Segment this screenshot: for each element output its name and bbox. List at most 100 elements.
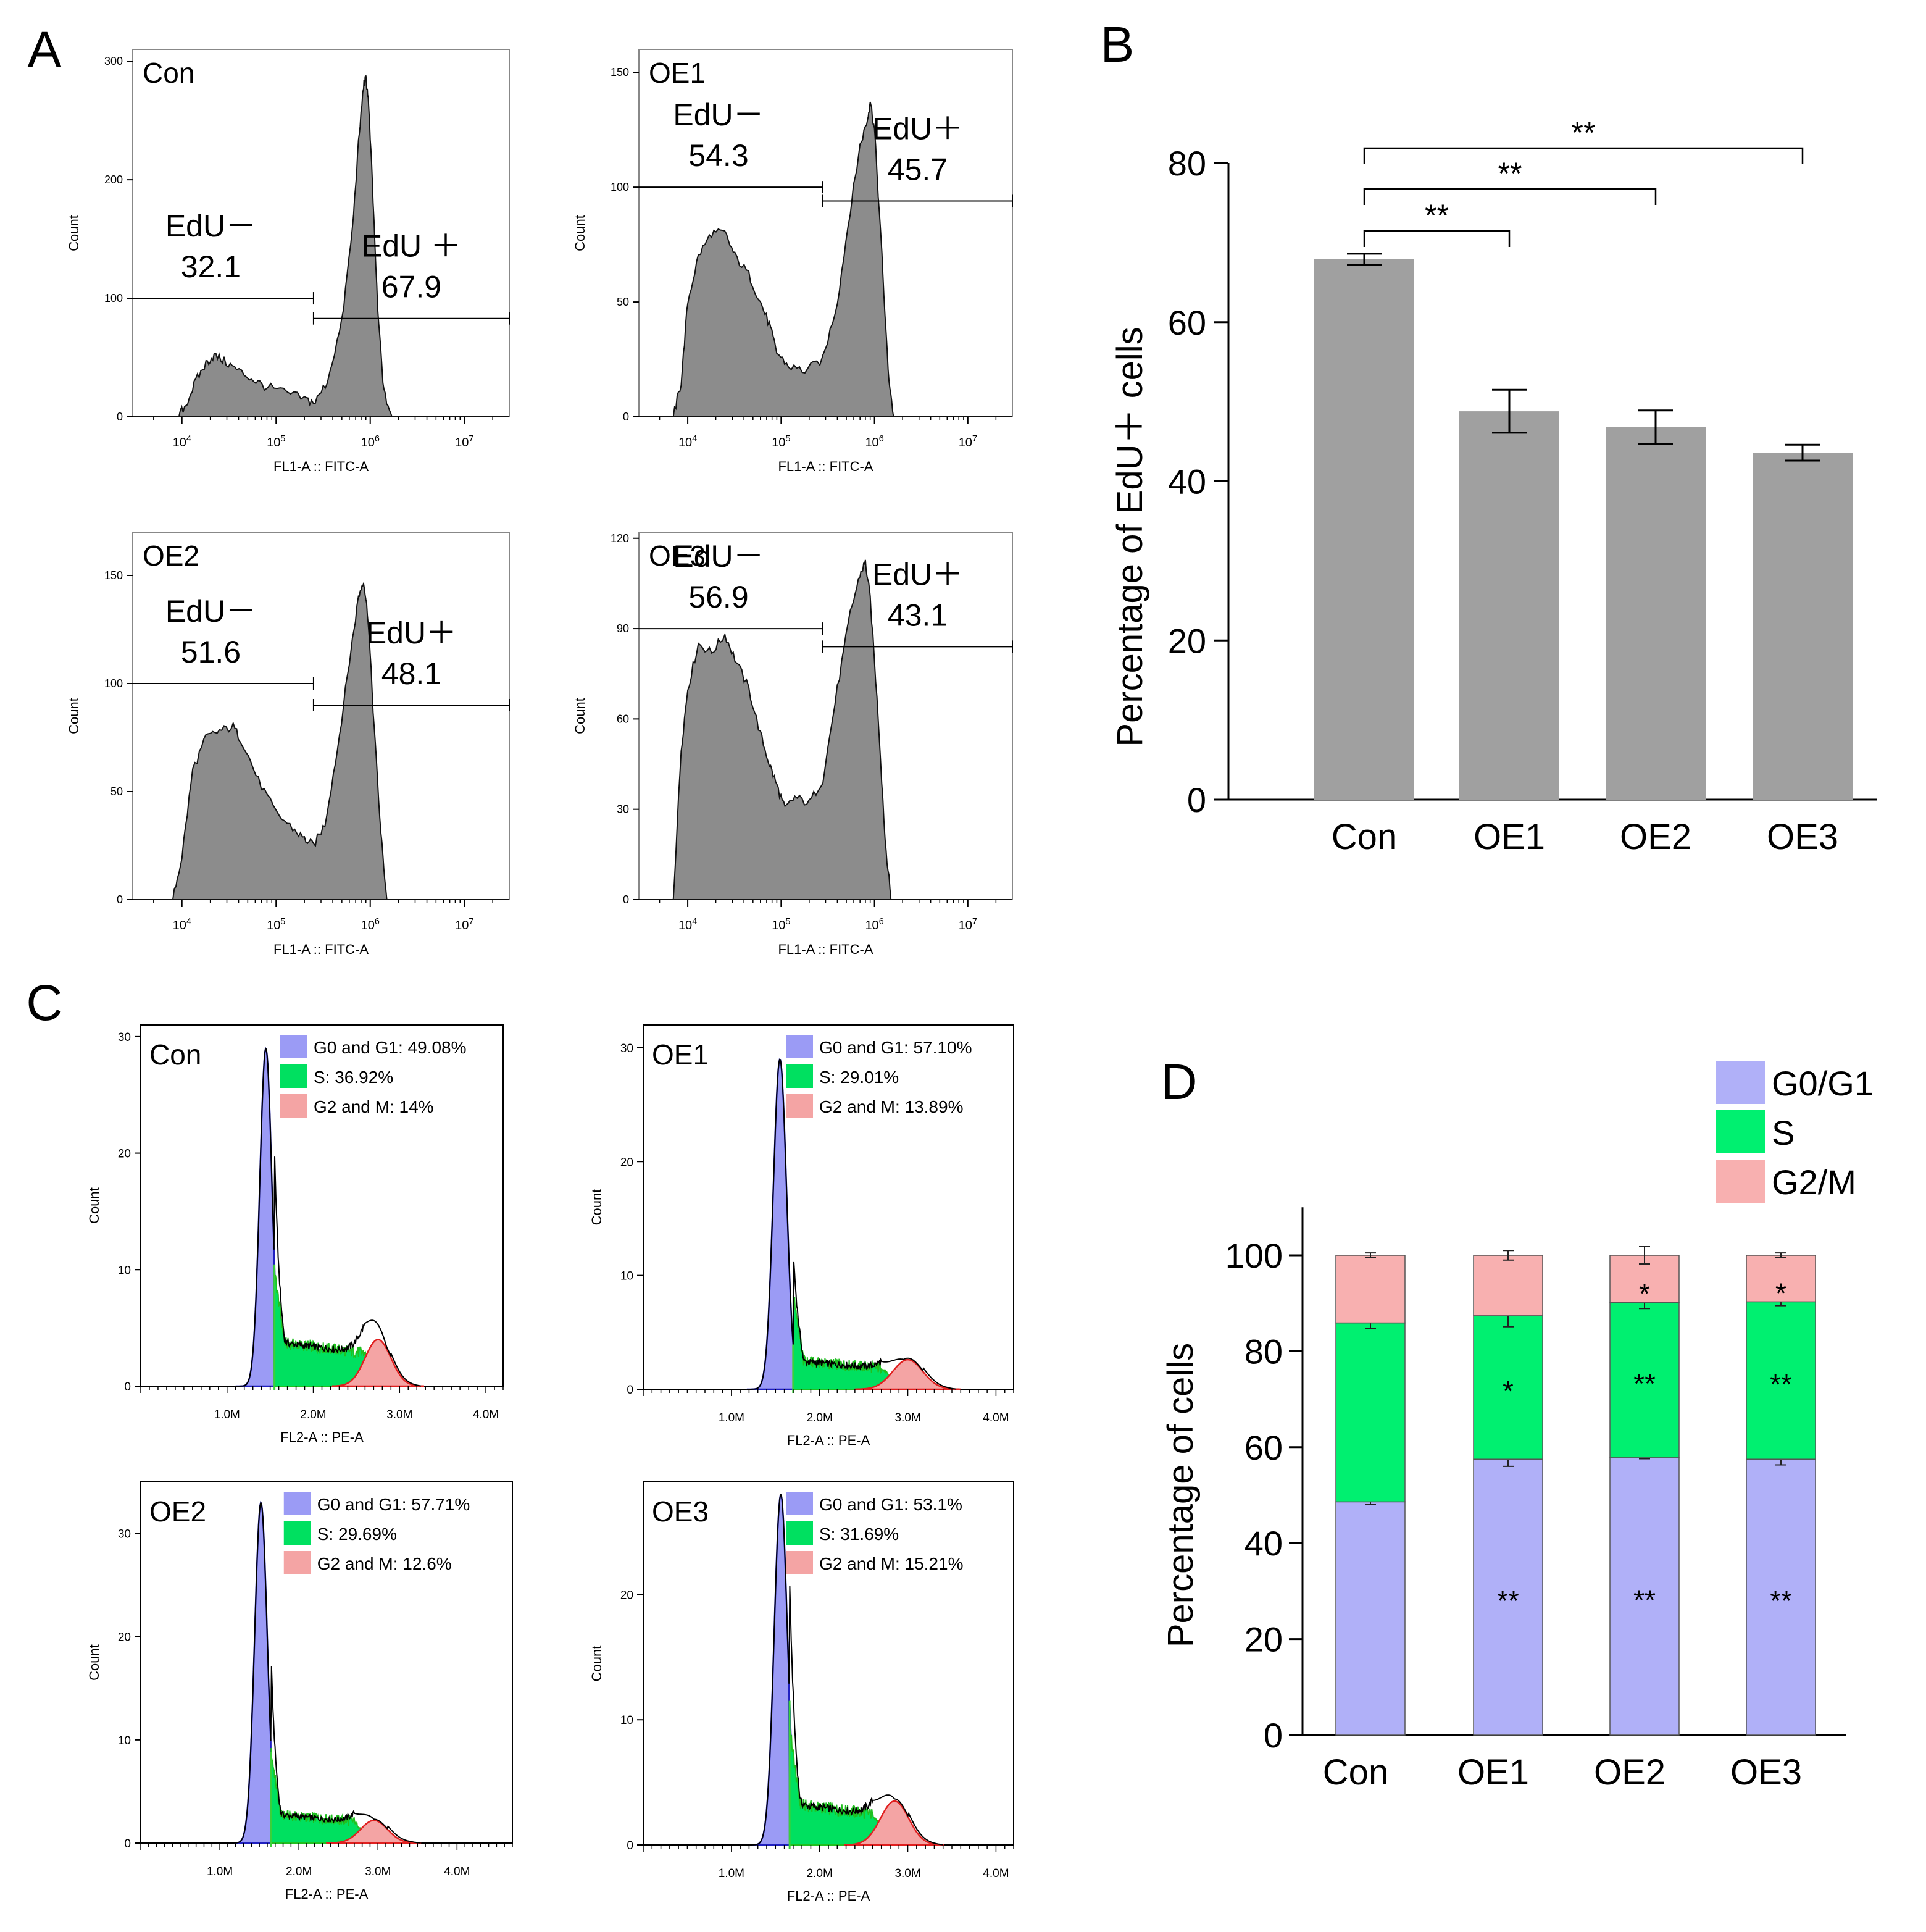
sample-label: OE3 xyxy=(649,540,706,572)
y-axis-label: Count xyxy=(86,1644,102,1681)
category-label: OE1 xyxy=(1474,817,1545,857)
legend-label: G0 and G1: 57.10% xyxy=(819,1038,972,1057)
y-tick-label: 20 xyxy=(1168,621,1206,660)
y-tick-label: 40 xyxy=(1244,1524,1283,1563)
significance-bracket xyxy=(1363,188,1657,205)
bar-con xyxy=(1314,259,1414,800)
significance-stars: * xyxy=(1503,1375,1514,1407)
legend-swatch xyxy=(280,1035,307,1058)
legend-swatch xyxy=(1716,1160,1766,1203)
y-tick-label: 150 xyxy=(611,66,629,78)
y-tick-label: 10 xyxy=(118,1264,131,1277)
legend-swatch xyxy=(1716,1061,1766,1104)
legend-label: G0 and G1: 53.1% xyxy=(819,1495,962,1514)
significance-stars: ** xyxy=(1425,198,1449,233)
y-axis-label: Percentage of EdU＋ cells xyxy=(1110,327,1150,746)
legend-label: G0/G1 xyxy=(1772,1064,1874,1103)
plot-frame xyxy=(643,1024,1014,1390)
significance-stars: ** xyxy=(1497,1585,1519,1617)
significance-stars: ** xyxy=(1770,1368,1792,1400)
legend-label: G2 and M: 12.6% xyxy=(317,1554,452,1573)
significance-bracket xyxy=(1363,147,1804,164)
g2-peak-area xyxy=(331,1339,425,1387)
y-tick-label: 100 xyxy=(611,181,629,193)
x-tick-label: 3.0M xyxy=(365,1865,391,1878)
x-tick-label: 4.0M xyxy=(444,1865,470,1878)
y-tick-label: 20 xyxy=(118,1148,131,1161)
gate-percentage: 67.9 xyxy=(381,270,441,304)
y-tick-label: 30 xyxy=(118,1528,131,1541)
legend-swatch xyxy=(786,1551,813,1574)
segment-s-oe1 xyxy=(1473,1315,1543,1460)
plot-frame xyxy=(140,1481,513,1844)
legend-swatch xyxy=(283,1551,311,1574)
category-label: OE3 xyxy=(1730,1752,1802,1792)
segment-g2-m-oe1 xyxy=(1473,1255,1543,1316)
y-tick-label: 0 xyxy=(124,1838,131,1850)
x-tick-label: 4.0M xyxy=(983,1411,1009,1424)
gate-name: EdU－ xyxy=(673,539,764,574)
y-tick-label: 100 xyxy=(1225,1236,1283,1275)
legend-label: S: 36.92% xyxy=(314,1068,393,1087)
x-tick-label: 105 xyxy=(772,434,790,450)
x-axis-label: FL2-A :: PE-A xyxy=(285,1886,369,1902)
bar-oe2 xyxy=(1606,427,1706,800)
y-tick-label: 0 xyxy=(627,1384,633,1397)
sample-label: OE2 xyxy=(143,540,199,572)
legend-swatch xyxy=(786,1064,813,1088)
segment-g0-g1-oe3 xyxy=(1746,1458,1816,1736)
x-tick-label: 106 xyxy=(361,917,380,932)
y-tick-label: 20 xyxy=(118,1631,131,1644)
legend-label: G0 and G1: 57.71% xyxy=(317,1495,470,1514)
legend-swatch xyxy=(280,1064,307,1088)
legend-swatch xyxy=(283,1521,311,1545)
y-axis-label: Count xyxy=(589,1646,604,1682)
x-tick-label: 1.0M xyxy=(719,1867,744,1880)
gate-percentage: 45.7 xyxy=(888,152,948,186)
x-tick-label: 105 xyxy=(267,434,285,450)
legend-label: G2/M xyxy=(1772,1163,1856,1202)
sample-label: OE2 xyxy=(149,1495,206,1528)
segment-g2-m-con xyxy=(1335,1255,1406,1324)
x-axis-label: FL1-A :: FITC-A xyxy=(273,459,369,474)
y-tick-label: 20 xyxy=(1244,1620,1283,1659)
y-tick-label: 0 xyxy=(1187,780,1206,819)
y-tick-label: 0 xyxy=(124,1381,131,1394)
plot-frame xyxy=(140,1024,504,1387)
legend-swatch xyxy=(283,1492,311,1515)
total-fit-line xyxy=(748,1494,943,1846)
y-tick-label: 80 xyxy=(1168,144,1206,183)
y-tick-label: 0 xyxy=(623,893,629,906)
x-tick-label: 104 xyxy=(678,917,697,932)
segment-s-oe3 xyxy=(1746,1301,1816,1460)
y-tick-label: 100 xyxy=(104,677,123,690)
x-tick-label: 3.0M xyxy=(386,1408,412,1421)
category-label: OE2 xyxy=(1620,817,1691,857)
x-tick-label: 107 xyxy=(959,434,977,450)
y-tick-label: 10 xyxy=(620,1714,633,1727)
x-tick-label: 1.0M xyxy=(719,1411,744,1424)
y-tick-label: 200 xyxy=(104,174,123,186)
y-tick-label: 40 xyxy=(1168,462,1206,501)
plot-frame xyxy=(132,49,510,417)
y-axis-label: Count xyxy=(66,215,81,251)
y-tick-label: 60 xyxy=(617,713,629,725)
y-tick-label: 0 xyxy=(623,411,629,423)
legend-label: S: 29.01% xyxy=(819,1068,899,1087)
y-tick-label: 10 xyxy=(620,1270,633,1283)
x-tick-label: 2.0M xyxy=(807,1867,833,1880)
x-tick-label: 106 xyxy=(361,434,380,450)
legend-label: G2 and M: 14% xyxy=(314,1097,434,1116)
significance-stars: ** xyxy=(1633,1584,1656,1616)
phase-legend: G0 and G1: 49.08% S: 36.92% G2 and M: 14% xyxy=(280,1035,467,1118)
phase-legend: G0 and G1: 53.1% S: 31.69% G2 and M: 15.21… xyxy=(786,1492,963,1574)
x-tick-label: 105 xyxy=(267,917,285,932)
legend-swatch xyxy=(786,1492,813,1515)
total-fit-line xyxy=(229,1501,421,1844)
segment-g0-g1-oe2 xyxy=(1609,1457,1680,1736)
x-tick-label: 3.0M xyxy=(894,1411,920,1424)
